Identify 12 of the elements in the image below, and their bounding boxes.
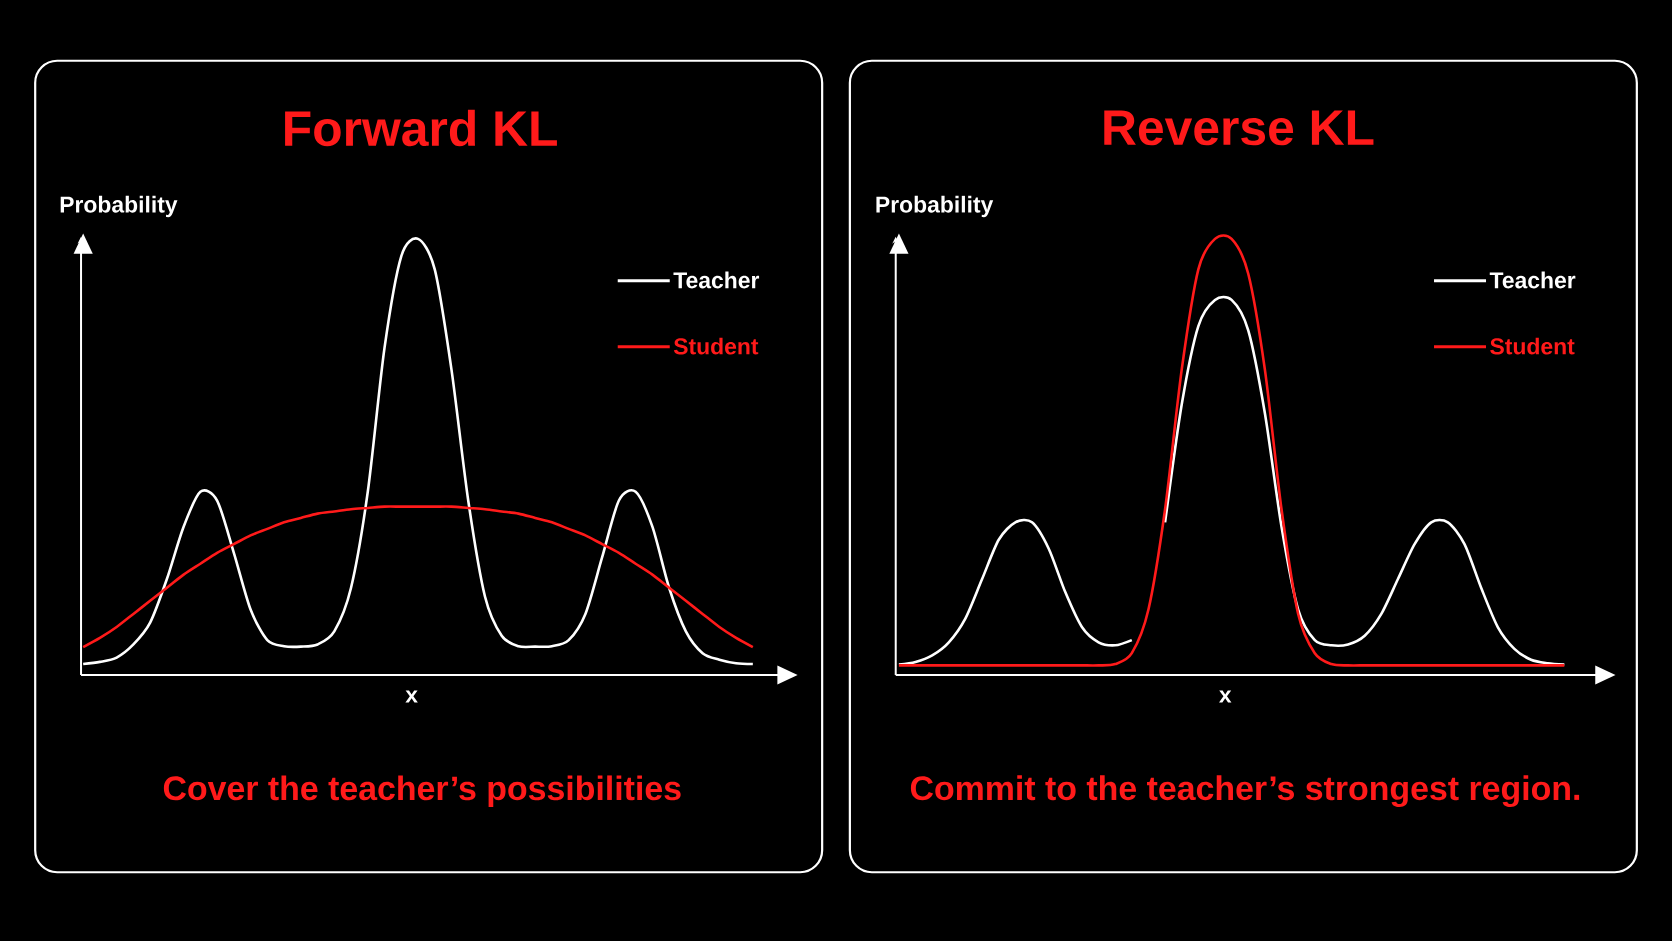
y-axis-title: Probability: [876, 195, 994, 218]
text: Cover the teacher’s possibilities: [163, 775, 681, 807]
text: Commit to the teacher’s strongest region.: [910, 775, 1580, 808]
legend-label: Student: [673, 337, 759, 355]
legend-label: Student: [1490, 337, 1575, 355]
y-axis-title: Probability: [60, 195, 178, 218]
x-axis-title: x: [1219, 690, 1232, 703]
legend-label: Teacher: [1489, 271, 1576, 289]
legend-label: Teacher: [673, 271, 760, 289]
x-axis-title: x: [405, 690, 418, 703]
chart-title: Reverse KL: [1104, 110, 1374, 146]
chart-title: Forward KL: [285, 109, 557, 147]
